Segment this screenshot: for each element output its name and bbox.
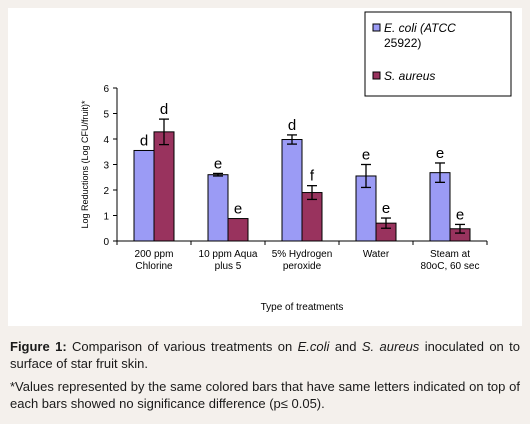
x-tick-label: Chlorine xyxy=(135,261,173,272)
significance-letter: e xyxy=(234,201,242,218)
significance-letter: f xyxy=(310,168,315,185)
significance-letter: e xyxy=(436,145,444,162)
x-tick-label: 5% Hydrogen xyxy=(272,249,333,260)
x-tick-label: 80oC, 60 sec xyxy=(421,261,480,272)
y-tick-label: 3 xyxy=(103,161,109,172)
x-tick-label: peroxide xyxy=(283,261,322,272)
significance-letter: d xyxy=(140,132,148,149)
legend-label: 25922) xyxy=(384,36,421,50)
significance-letter: d xyxy=(288,117,296,134)
bar-saureus xyxy=(227,218,249,242)
bar-ecoli xyxy=(281,139,303,242)
x-tick-label: 10 ppm Aqua xyxy=(199,249,258,260)
x-tick-label: Steam at xyxy=(430,249,470,260)
caption-saureus: S. aureus xyxy=(361,339,420,354)
x-axis-title: Type of treatments xyxy=(261,302,344,313)
significance-letter: e xyxy=(214,155,222,172)
figure-caption: Figure 1: Comparison of various treatmen… xyxy=(10,338,520,418)
y-tick-label: 4 xyxy=(103,135,109,146)
caption-note: *Values represented by the same colored … xyxy=(10,379,520,411)
x-tick-label: 200 ppm xyxy=(135,249,174,260)
figure-label: Figure 1: xyxy=(10,339,67,354)
legend-label: E. coli (ATCC xyxy=(384,21,456,35)
legend-box xyxy=(364,11,512,97)
x-tick-label: plus 5 xyxy=(215,261,242,272)
y-tick-label: 2 xyxy=(103,186,109,197)
caption-text-3: inoculated on to surface of star fruit s… xyxy=(10,339,521,371)
y-tick-label: 5 xyxy=(103,110,109,121)
y-tick-label: 0 xyxy=(103,237,109,248)
legend-swatch xyxy=(372,71,381,80)
significance-letter: e xyxy=(382,200,390,217)
bar-ecoli xyxy=(133,149,155,242)
y-tick-label: 6 xyxy=(103,84,109,95)
x-tick-label: Water xyxy=(363,249,390,260)
caption-text-1: Comparison of various treatments on xyxy=(66,339,298,354)
y-tick-label: 1 xyxy=(103,212,109,223)
legend-swatch xyxy=(372,23,381,32)
legend-label: S. aureus xyxy=(384,69,435,83)
significance-letter: e xyxy=(456,206,464,223)
significance-letter: e xyxy=(362,147,370,164)
caption-text-2: and xyxy=(329,339,362,354)
bar-saureus xyxy=(153,131,175,242)
caption-ecoli: E.coli xyxy=(297,339,330,354)
bar-ecoli xyxy=(207,174,229,242)
caption-main: Figure 1: Comparison of various treatmen… xyxy=(10,338,520,372)
chart-panel: 0 1 2 3 4 5 6 d e d e e d e f e e 200 ppm Chlorine 10 ppm A… xyxy=(8,8,522,326)
y-axis-title: Log Reductions (Log CFU/fruit)* xyxy=(80,100,90,229)
significance-letter: d xyxy=(160,101,168,118)
